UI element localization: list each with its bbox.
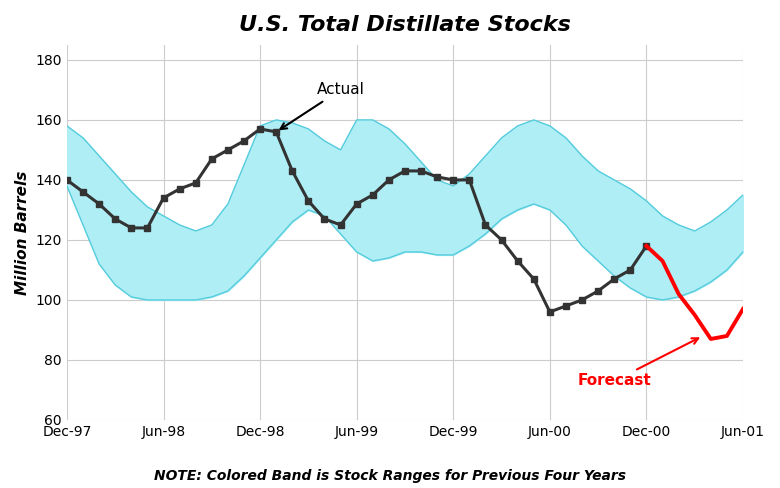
Title: U.S. Total Distillate Stocks: U.S. Total Distillate Stocks xyxy=(239,15,571,35)
Text: NOTE: Colored Band is Stock Ranges for Previous Four Years: NOTE: Colored Band is Stock Ranges for P… xyxy=(154,469,626,483)
Text: Forecast: Forecast xyxy=(577,338,698,388)
Y-axis label: Million Barrels: Million Barrels xyxy=(15,170,30,295)
Text: Actual: Actual xyxy=(281,82,364,129)
